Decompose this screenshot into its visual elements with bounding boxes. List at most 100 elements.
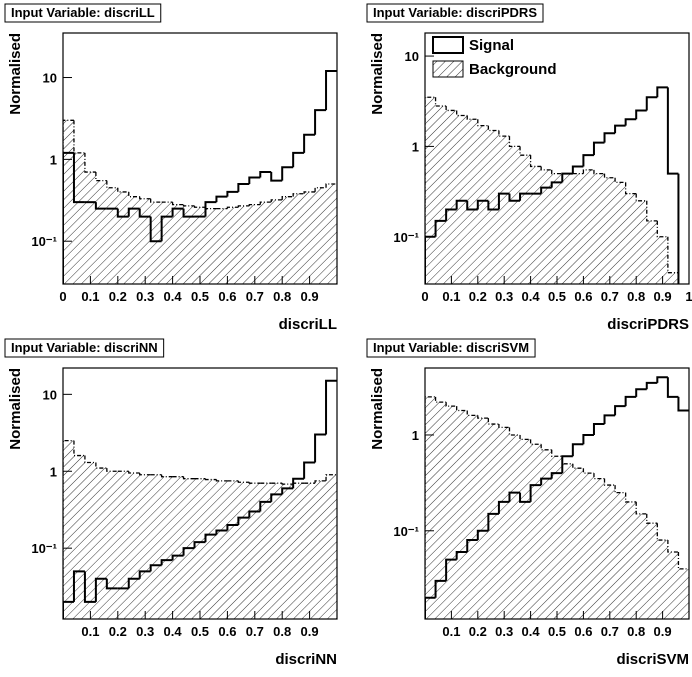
background-bar bbox=[63, 440, 74, 619]
background-bar bbox=[106, 471, 118, 619]
signal-step bbox=[425, 596, 436, 619]
x-tick-label: 0.9 bbox=[301, 289, 319, 304]
background-step bbox=[614, 177, 626, 184]
background-bar bbox=[657, 236, 668, 284]
background-bar bbox=[636, 513, 647, 619]
y-tick-label: 10⁻¹ bbox=[31, 541, 57, 556]
background-step bbox=[603, 173, 616, 179]
signal-step bbox=[325, 70, 337, 111]
background-step bbox=[498, 130, 510, 137]
signal-step bbox=[497, 500, 510, 514]
x-tick-label: 0.5 bbox=[548, 624, 566, 639]
background-step bbox=[667, 540, 679, 553]
x-axis-label: discriNN bbox=[275, 651, 337, 668]
signal-step bbox=[182, 547, 195, 556]
signal-step bbox=[63, 151, 74, 284]
background-step bbox=[128, 471, 140, 474]
background-bar bbox=[425, 97, 436, 284]
x-tick-label: 0.3 bbox=[495, 624, 513, 639]
signal-step bbox=[603, 414, 616, 425]
background-step bbox=[624, 492, 637, 503]
background-bar bbox=[593, 478, 605, 619]
x-tick-label: 0.1 bbox=[442, 289, 460, 304]
background-step bbox=[635, 501, 647, 515]
panel-title: Input Variable: discriSVM bbox=[373, 340, 529, 355]
background-step bbox=[281, 483, 294, 485]
panel: Input Variable: discriLL 0 0.1 0.2 0.3 0.4 0.5… bbox=[4, 3, 338, 333]
plot-area bbox=[425, 86, 680, 284]
background-step bbox=[204, 207, 217, 210]
background-bar bbox=[304, 191, 316, 284]
x-tick-label: 0.6 bbox=[574, 624, 592, 639]
background-step bbox=[204, 478, 217, 481]
background-step bbox=[551, 169, 563, 175]
background-bar bbox=[456, 410, 468, 619]
background-step bbox=[656, 523, 668, 541]
signal-step bbox=[519, 492, 531, 503]
signal-step bbox=[149, 564, 162, 572]
background-step bbox=[73, 120, 85, 154]
background-bar bbox=[227, 480, 239, 619]
background-bar bbox=[216, 480, 228, 619]
background-bar bbox=[282, 196, 294, 284]
background-bar bbox=[63, 120, 74, 284]
background-bar bbox=[562, 463, 573, 619]
background-step bbox=[456, 110, 468, 117]
background-step bbox=[106, 468, 118, 472]
background-bar bbox=[271, 483, 283, 619]
signal-step bbox=[237, 183, 250, 192]
background-step bbox=[529, 155, 542, 168]
title-box bbox=[4, 3, 162, 23]
signal-step bbox=[561, 455, 573, 474]
background-bar bbox=[520, 155, 531, 284]
background-bar bbox=[435, 106, 447, 284]
background-step bbox=[540, 444, 552, 451]
background-step bbox=[445, 106, 457, 112]
signal-step bbox=[127, 577, 140, 589]
signal-step bbox=[182, 208, 195, 218]
background-bar bbox=[139, 474, 151, 619]
signal-step bbox=[314, 433, 327, 463]
signal-step bbox=[614, 124, 626, 134]
background-bar bbox=[625, 193, 637, 284]
y-axis-label: Normalised bbox=[7, 368, 24, 450]
background-bar bbox=[315, 187, 327, 284]
background-bar bbox=[326, 184, 337, 284]
background-bar bbox=[446, 406, 457, 619]
y-tick-label: 1 bbox=[50, 464, 57, 479]
background-step bbox=[487, 125, 499, 132]
signal-step bbox=[508, 491, 521, 502]
background-step bbox=[139, 196, 151, 200]
background-step bbox=[667, 236, 679, 274]
y-tick-label: 10⁻¹ bbox=[393, 230, 419, 245]
signal-step bbox=[94, 202, 107, 210]
background-bar bbox=[541, 449, 552, 619]
signal-step bbox=[603, 132, 616, 143]
background-step bbox=[434, 97, 447, 107]
x-tick-label: 0.2 bbox=[469, 624, 487, 639]
plot-area bbox=[425, 376, 689, 619]
background-bar bbox=[615, 492, 626, 619]
x-tick-label: 0.3 bbox=[136, 289, 154, 304]
background-bar bbox=[249, 483, 261, 619]
signal-step bbox=[314, 109, 327, 135]
background-step bbox=[292, 193, 305, 197]
background-step bbox=[582, 169, 594, 174]
background-step bbox=[656, 220, 668, 238]
background-bar bbox=[128, 196, 140, 284]
signal-step bbox=[281, 166, 294, 181]
signal-step bbox=[226, 524, 239, 531]
x-tick-label: 0.1 bbox=[81, 289, 99, 304]
background-step bbox=[593, 473, 605, 480]
background-step bbox=[466, 115, 478, 120]
background-step bbox=[193, 205, 206, 208]
background-step bbox=[646, 200, 658, 222]
y-axis-label: Normalised bbox=[7, 33, 24, 115]
y-tick-label: 1 bbox=[412, 428, 419, 443]
background-bar bbox=[150, 474, 162, 619]
background-bar bbox=[238, 482, 250, 619]
signal-step bbox=[270, 172, 283, 182]
background-bar bbox=[73, 455, 85, 619]
background-bar bbox=[84, 172, 96, 284]
y-axis-label: Normalised bbox=[369, 368, 386, 450]
